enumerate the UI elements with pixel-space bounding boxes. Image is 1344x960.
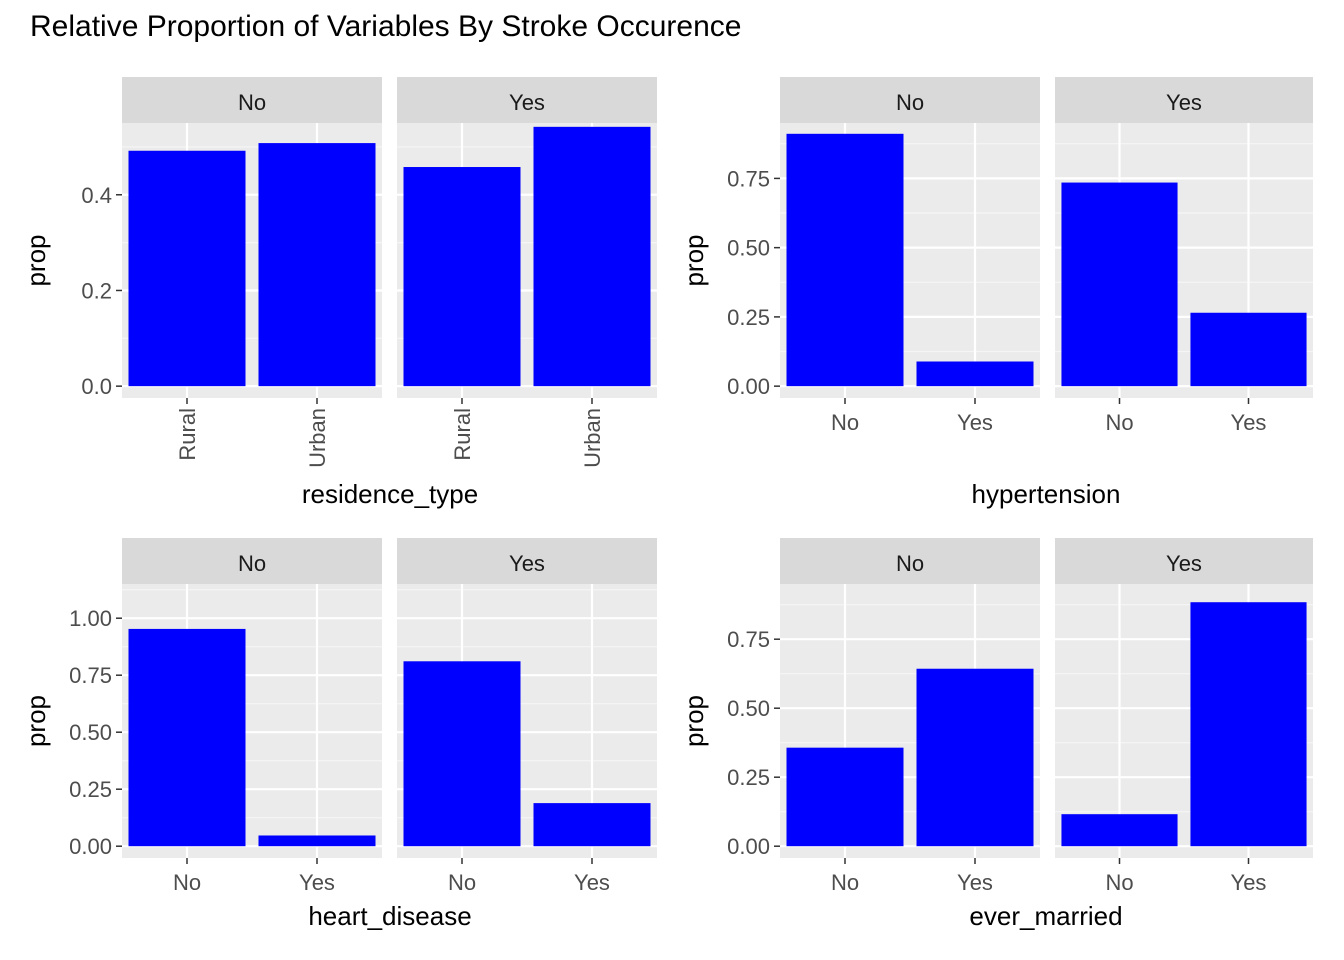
y-tick-label: 0.00 <box>69 834 112 859</box>
x-tick-label: Yes <box>574 870 610 895</box>
y-axis-title: prop <box>21 234 51 286</box>
bar-heart_disease-No-No <box>128 628 246 847</box>
x-tick-label: Yes <box>957 870 993 895</box>
bar-hypertension-No-Yes <box>916 361 1034 387</box>
y-tick-label: 0.50 <box>727 236 770 261</box>
bar-hypertension-Yes-Yes <box>1190 312 1307 387</box>
facet-strip <box>1055 538 1313 584</box>
x-tick-label: No <box>173 870 201 895</box>
facet-panel-ever_married-No: No No Yes <box>780 538 1040 895</box>
facet-strip-label: No <box>238 551 266 576</box>
y-tick-label: 1.00 <box>69 606 112 631</box>
x-tick-label: Rural <box>450 408 475 461</box>
facet-strip <box>397 77 657 123</box>
facet-strip-label: Yes <box>509 551 545 576</box>
y-tick-label: 0.0 <box>81 374 112 399</box>
y-tick-label: 0.4 <box>81 183 112 208</box>
subplot-hypertension: No No Yes Yes No Yes 0.00 0.25 0.50 0.75 prop hyper… <box>679 77 1313 509</box>
facet-strip <box>122 538 382 584</box>
bar-residence_type-No-Rural <box>128 150 246 387</box>
y-axis-title: prop <box>679 695 709 747</box>
facet-strip-label: Yes <box>1166 90 1202 115</box>
bar-residence_type-Yes-Urban <box>533 126 651 387</box>
facet-strip <box>397 538 657 584</box>
figure-title: Relative Proportion of Variables By Stro… <box>30 10 742 43</box>
facet-strip-label: No <box>896 90 924 115</box>
x-tick-label: No <box>1105 870 1133 895</box>
x-tick-label: Yes <box>1231 870 1267 895</box>
x-tick-label: Urban <box>305 408 330 468</box>
x-axis-title: ever_married <box>969 901 1122 931</box>
y-tick-label: 0.00 <box>727 834 770 859</box>
subplot-heart_disease: No No Yes Yes No Yes 0.00 0.25 0.50 0.75 1.00 prop h… <box>21 538 657 931</box>
y-tick-label: 0.25 <box>69 777 112 802</box>
bar-heart_disease-No-Yes <box>258 835 376 847</box>
x-axis-title: heart_disease <box>308 901 471 931</box>
bar-residence_type-Yes-Rural <box>403 167 521 387</box>
y-axis-title: prop <box>679 234 709 286</box>
subplot-residence_type: No Rural Urban Yes Rural Urban 0.0 0.2 0.4 prop re… <box>21 77 657 509</box>
facet-strip-label: Yes <box>509 90 545 115</box>
facet-panel-ever_married-Yes: Yes No Yes <box>1055 538 1313 895</box>
facet-panel-residence_type-No: No Rural Urban <box>122 77 382 468</box>
x-tick-label: Urban <box>580 408 605 468</box>
x-tick-label: No <box>831 410 859 435</box>
x-axis-title: residence_type <box>302 479 478 509</box>
facet-strip <box>780 77 1040 123</box>
subplot-ever_married: No No Yes Yes No Yes 0.00 0.25 0.50 0.75 prop ever_… <box>679 538 1313 931</box>
y-tick-label: 0.75 <box>727 166 770 191</box>
bar-ever_married-Yes-Yes <box>1190 602 1307 847</box>
facet-panel-residence_type-Yes: Yes Rural Urban <box>397 77 657 468</box>
bar-hypertension-Yes-No <box>1061 182 1178 387</box>
facet-panel-heart_disease-Yes: Yes No Yes <box>397 538 657 895</box>
x-tick-label: Yes <box>1231 410 1267 435</box>
y-tick-label: 0.50 <box>727 696 770 721</box>
x-tick-label: Yes <box>299 870 335 895</box>
bar-heart_disease-Yes-Yes <box>533 803 651 847</box>
bar-ever_married-Yes-No <box>1061 814 1178 847</box>
bar-ever_married-No-Yes <box>916 668 1034 847</box>
facet-panel-hypertension-Yes: Yes No Yes <box>1055 77 1313 435</box>
bar-hypertension-No-No <box>786 133 904 387</box>
y-tick-label: 0.00 <box>727 374 770 399</box>
facet-strip <box>1055 77 1313 123</box>
y-tick-label: 0.25 <box>727 765 770 790</box>
facet-panel-heart_disease-No: No No Yes <box>122 538 382 895</box>
y-tick-label: 0.2 <box>81 278 112 303</box>
y-tick-label: 0.75 <box>727 627 770 652</box>
x-tick-label: Rural <box>175 408 200 461</box>
x-tick-label: No <box>831 870 859 895</box>
facet-strip <box>780 538 1040 584</box>
x-tick-label: Yes <box>957 410 993 435</box>
bar-ever_married-No-No <box>786 747 904 847</box>
bar-residence_type-No-Urban <box>258 143 376 387</box>
bar-heart_disease-Yes-No <box>403 661 521 847</box>
y-tick-label: 0.25 <box>727 305 770 330</box>
y-tick-label: 0.50 <box>69 720 112 745</box>
facet-strip <box>122 77 382 123</box>
y-axis-title: prop <box>21 695 51 747</box>
x-tick-label: No <box>1105 410 1133 435</box>
facet-panel-hypertension-No: No No Yes <box>780 77 1040 435</box>
facet-strip-label: No <box>896 551 924 576</box>
y-tick-label: 0.75 <box>69 663 112 688</box>
x-axis-title: hypertension <box>972 479 1121 509</box>
facet-strip-label: Yes <box>1166 551 1202 576</box>
facet-strip-label: No <box>238 90 266 115</box>
x-tick-label: No <box>448 870 476 895</box>
